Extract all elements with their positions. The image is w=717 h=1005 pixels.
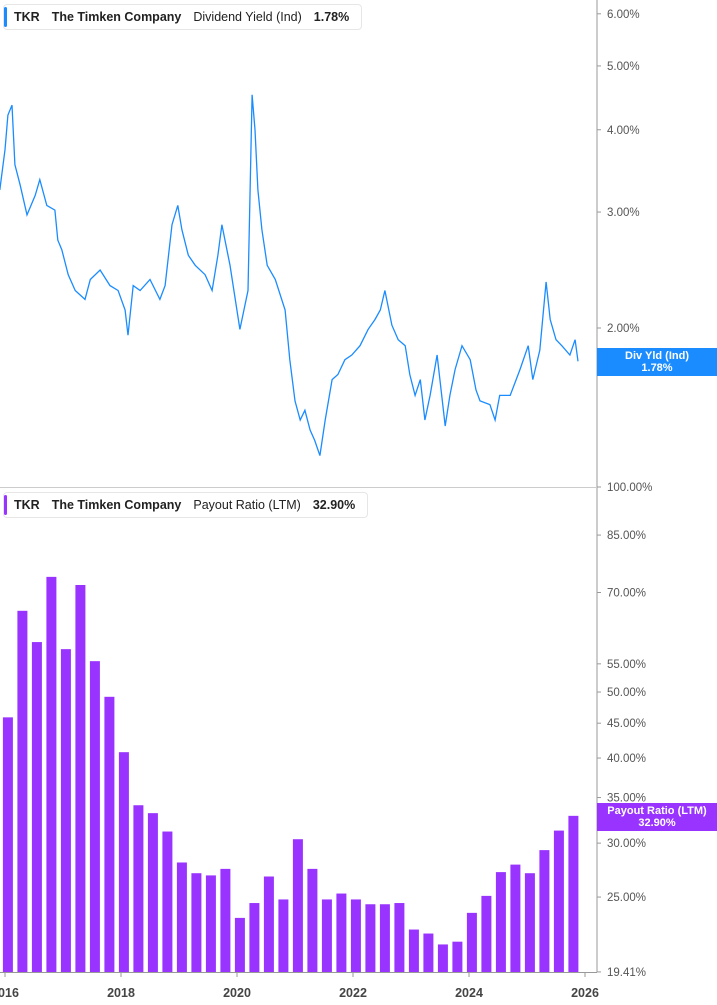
payout-bar bbox=[176, 862, 187, 972]
payout-bar bbox=[379, 904, 390, 972]
payout-bar bbox=[205, 875, 216, 972]
payout-bar bbox=[336, 893, 347, 972]
current-value-tag-payout: Payout Ratio (LTM) 32.90% bbox=[597, 803, 717, 831]
y-tick-label: 4.00% bbox=[607, 125, 640, 137]
payout-bar bbox=[75, 584, 86, 972]
y-tick-label: 19.41% bbox=[607, 967, 646, 979]
payout-bar bbox=[568, 815, 579, 972]
payout-bar bbox=[466, 912, 477, 972]
x-tick-label: 2026 bbox=[571, 986, 599, 1000]
payout-bar bbox=[147, 813, 158, 972]
y-tick-label: 2.00% bbox=[607, 323, 640, 335]
y-tick-label: 50.00% bbox=[607, 687, 646, 699]
payout-bar bbox=[292, 839, 303, 972]
legend-company: The Timken Company bbox=[51, 498, 182, 512]
payout-bar bbox=[539, 850, 550, 972]
x-tick-label: 2016 bbox=[0, 986, 19, 1000]
payout-bar bbox=[408, 929, 419, 972]
payout-bar bbox=[495, 872, 506, 972]
payout-bar bbox=[2, 717, 13, 972]
payout-bar bbox=[118, 752, 129, 972]
payout-bar bbox=[89, 661, 100, 972]
bottom-legend: TKR The Timken Company Payout Ratio (LTM… bbox=[3, 492, 369, 518]
payout-bar bbox=[321, 899, 332, 972]
payout-bar bbox=[307, 868, 318, 972]
current-value-tag-yield: Div Yld (Ind) 1.78% bbox=[597, 348, 717, 376]
top-legend: TKR The Timken Company Dividend Yield (I… bbox=[3, 4, 363, 30]
payout-bar bbox=[524, 873, 535, 972]
payout-bar bbox=[249, 903, 260, 972]
y-tick-label: 100.00% bbox=[607, 482, 652, 494]
legend-ticker: TKR bbox=[14, 10, 40, 24]
y-tick-label: 25.00% bbox=[607, 892, 646, 904]
payout-bar bbox=[553, 830, 564, 972]
y-tick-label: 30.00% bbox=[607, 838, 646, 850]
x-tick-label: 2022 bbox=[339, 986, 367, 1000]
x-tick-label: 2020 bbox=[223, 986, 251, 1000]
y-tick-label: 6.00% bbox=[607, 9, 640, 21]
legend-ticker: TKR bbox=[14, 498, 40, 512]
yield-line bbox=[0, 94, 579, 456]
tag-value: 1.78% bbox=[641, 362, 673, 374]
payout-bar bbox=[394, 903, 405, 972]
payout-bar bbox=[350, 899, 361, 972]
y-tick-label: 85.00% bbox=[607, 530, 646, 542]
payout-bar bbox=[278, 899, 289, 972]
payout-bar bbox=[60, 649, 71, 972]
legend-color-marker bbox=[4, 495, 7, 515]
y-tick-label: 40.00% bbox=[607, 753, 646, 765]
payout-bar bbox=[234, 917, 245, 972]
payout-bar bbox=[423, 933, 434, 972]
y-tick-label: 55.00% bbox=[607, 659, 646, 671]
legend-color-marker bbox=[4, 7, 7, 27]
payout-bar bbox=[263, 876, 274, 972]
x-tick-label: 2024 bbox=[455, 986, 483, 1000]
payout-bar bbox=[220, 868, 231, 972]
payout-bar bbox=[133, 805, 144, 972]
y-tick-label: 35.00% bbox=[607, 793, 646, 805]
payout-bar bbox=[31, 642, 42, 972]
x-tick-label: 2018 bbox=[107, 986, 135, 1000]
y-tick-label: 3.00% bbox=[607, 207, 640, 219]
legend-company: The Timken Company bbox=[51, 10, 182, 24]
payout-bar bbox=[510, 864, 521, 972]
payout-bar bbox=[481, 895, 492, 972]
payout-bar bbox=[365, 904, 376, 972]
payout-bar bbox=[437, 944, 448, 972]
legend-metric: Payout Ratio (LTM) bbox=[193, 498, 301, 512]
y-tick-label: 45.00% bbox=[607, 718, 646, 730]
payout-bar bbox=[452, 941, 463, 972]
tag-label: Div Yld (Ind) bbox=[625, 350, 689, 362]
tag-label: Payout Ratio (LTM) bbox=[607, 805, 707, 817]
y-tick-label: 5.00% bbox=[607, 61, 640, 73]
payout-bar bbox=[191, 873, 202, 972]
payout-bar bbox=[104, 696, 115, 972]
payout-bar bbox=[162, 831, 173, 972]
legend-metric: Dividend Yield (Ind) bbox=[193, 10, 302, 24]
legend-value: 32.90% bbox=[312, 498, 356, 512]
payout-bar bbox=[46, 576, 57, 972]
y-tick-label: 70.00% bbox=[607, 588, 646, 600]
tag-value: 32.90% bbox=[638, 817, 676, 829]
legend-value: 1.78% bbox=[313, 10, 350, 24]
payout-bar bbox=[17, 610, 28, 972]
